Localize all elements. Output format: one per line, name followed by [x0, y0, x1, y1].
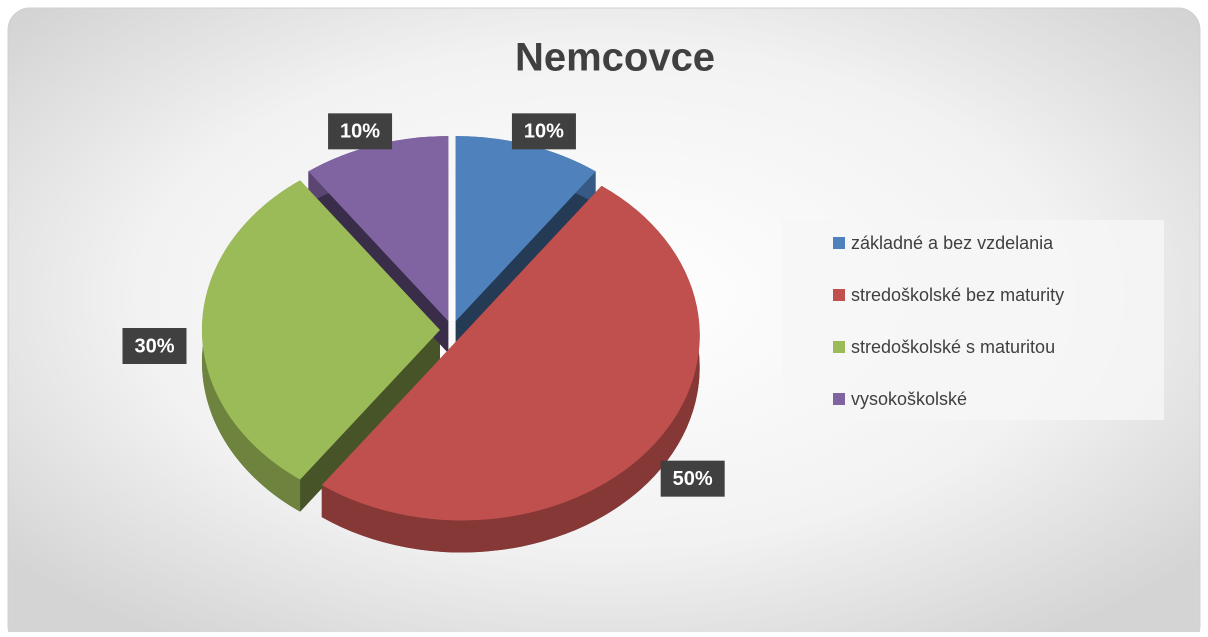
data-label-box	[122, 328, 187, 364]
legend-swatch	[833, 289, 845, 301]
pie-tops	[202, 136, 700, 521]
legend-label: vysokoškolské	[851, 389, 967, 409]
data-label-box	[328, 113, 393, 150]
legend-label: základné a bez vzdelania	[851, 233, 1054, 253]
slice	[202, 180, 440, 480]
legend-swatch	[833, 237, 845, 249]
legend-label: stredoškolské bez maturity	[851, 285, 1064, 305]
data-label: 10%	[340, 121, 380, 143]
slice	[308, 136, 449, 322]
legend-swatch	[833, 393, 845, 405]
data-label-box	[511, 113, 576, 150]
slice	[455, 136, 596, 322]
data-label: 10%	[524, 121, 564, 143]
slice-rim	[321, 185, 700, 553]
slice	[321, 185, 700, 521]
slice-wall	[300, 330, 440, 512]
data-label: 50%	[673, 468, 713, 490]
chart-title: Nemcovce	[515, 36, 715, 80]
data-label: 30%	[134, 335, 174, 357]
data-label-box	[660, 460, 725, 497]
legend-label: stredoškolské s maturitou	[851, 337, 1055, 357]
legend	[782, 220, 1164, 420]
legend-swatch	[833, 341, 845, 353]
